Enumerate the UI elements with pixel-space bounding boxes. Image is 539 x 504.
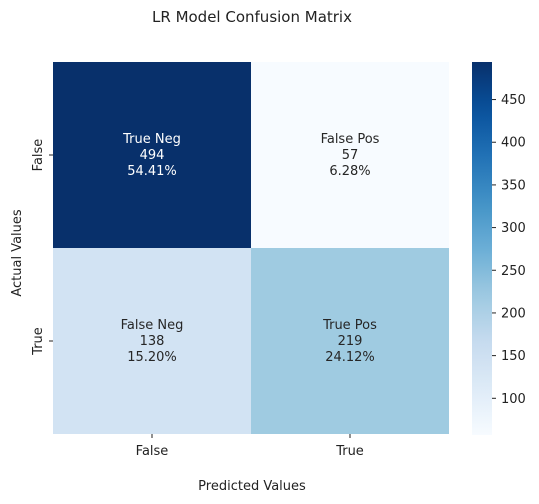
cell-label-percent: 54.41% bbox=[127, 164, 177, 179]
heatmap-cell bbox=[251, 62, 449, 248]
y-axis-ticks: False True bbox=[31, 139, 53, 356]
cell-label-name: False Pos bbox=[321, 132, 380, 147]
colorbar-tick-label: 250 bbox=[501, 264, 526, 279]
heatmap-cell bbox=[53, 248, 251, 434]
colorbar-tick-label: 450 bbox=[501, 93, 526, 108]
colorbar-tick-label: 400 bbox=[501, 136, 526, 151]
colorbar-tick-label: 150 bbox=[501, 349, 526, 364]
cell-label-percent: 24.12% bbox=[325, 350, 375, 365]
colorbar bbox=[472, 62, 492, 435]
heatmap-cell bbox=[53, 62, 251, 248]
cell-label-count: 138 bbox=[140, 334, 165, 349]
cell-label-name: True Pos bbox=[322, 318, 377, 333]
cell-label-name: True Neg bbox=[122, 132, 181, 147]
y-axis-label: Actual Values bbox=[10, 209, 25, 297]
colorbar-tick-label: 100 bbox=[501, 392, 526, 407]
y-tick-label: True bbox=[31, 327, 46, 356]
y-tick-label: False bbox=[31, 139, 46, 172]
cell-label-count: 494 bbox=[140, 148, 165, 163]
colorbar-tick-label: 200 bbox=[501, 306, 526, 321]
chart-title: LR Model Confusion Matrix bbox=[152, 8, 352, 26]
colorbar-tick-label: 350 bbox=[501, 178, 526, 193]
colorbar-ticks: 100 150 200 250 300 350 400 450 bbox=[492, 93, 526, 407]
x-tick-label: True bbox=[335, 444, 364, 459]
cell-label-count: 57 bbox=[342, 148, 359, 163]
cell-label-percent: 6.28% bbox=[329, 164, 370, 179]
x-axis-ticks: False True bbox=[136, 434, 364, 459]
cell-label-percent: 15.20% bbox=[127, 350, 177, 365]
x-tick-label: False bbox=[136, 444, 169, 459]
x-axis-label: Predicted Values bbox=[198, 479, 306, 494]
heatmap-cell bbox=[251, 248, 449, 434]
colorbar-tick-label: 300 bbox=[501, 221, 526, 236]
cell-label-count: 219 bbox=[338, 334, 363, 349]
cell-label-name: False Neg bbox=[121, 318, 184, 333]
